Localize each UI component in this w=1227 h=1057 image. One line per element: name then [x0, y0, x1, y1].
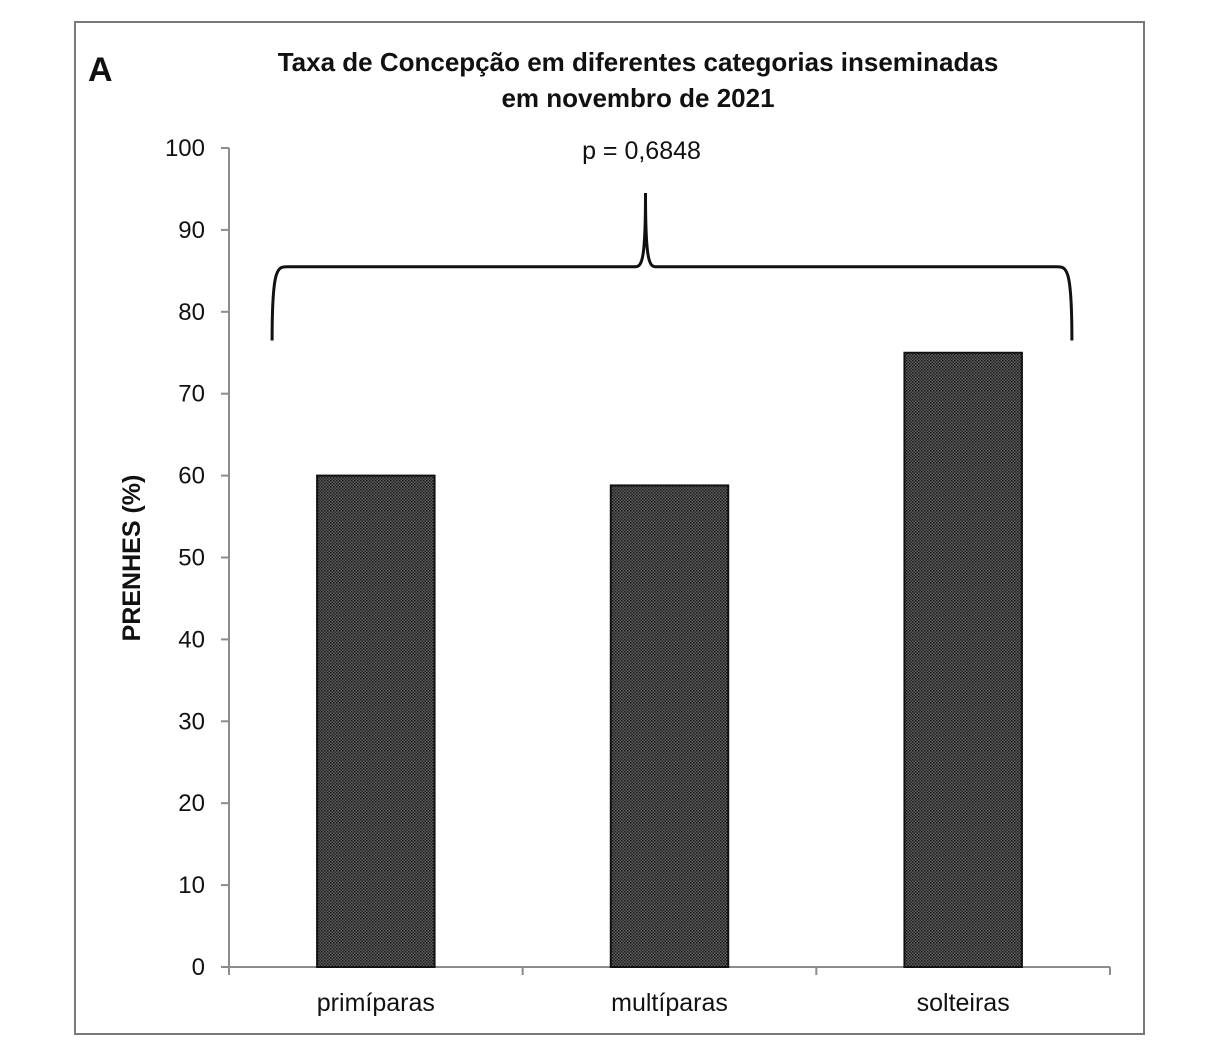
y-tick-label: 70: [178, 381, 205, 408]
significance-bracket: [270, 193, 1074, 341]
bar-multíparas: [609, 484, 730, 968]
y-tick-label: 60: [178, 463, 205, 490]
figure-frame: [74, 21, 1145, 1035]
y-tick-label: 50: [178, 545, 205, 572]
chart-title-line-2: em novembro de 2021: [501, 83, 774, 113]
chart-title-line-1: Taxa de Concepção em diferentes categori…: [278, 47, 999, 77]
y-tick-label: 80: [178, 299, 205, 326]
y-tick-label: 20: [178, 790, 205, 817]
y-tick-label: 100: [165, 135, 205, 162]
y-tick-label: 40: [178, 626, 205, 653]
y-tick-label: 0: [192, 954, 205, 981]
y-tick-label: 90: [178, 217, 205, 244]
category-labels: primíparas multíparas solteiras: [317, 989, 1010, 1017]
y-axis-label: PRENHES (%): [118, 475, 146, 642]
bar-primíparas: [316, 474, 436, 968]
x-axis-ticks: [228, 967, 1111, 975]
y-tick-label: 30: [178, 708, 205, 735]
p-value-annotation: p = 0,6848: [582, 137, 701, 165]
x-category-label: solteiras: [917, 989, 1010, 1017]
panel-letter: A: [88, 51, 113, 89]
bar-series: [316, 351, 1023, 968]
x-category-label: primíparas: [317, 989, 435, 1017]
x-category-label: multíparas: [611, 989, 728, 1017]
y-tick-label: 10: [178, 872, 205, 899]
y-axis-ticks: 0 10 20 30 40 50 60 70 80 90 100: [165, 135, 229, 981]
bar-solteiras: [903, 351, 1023, 968]
